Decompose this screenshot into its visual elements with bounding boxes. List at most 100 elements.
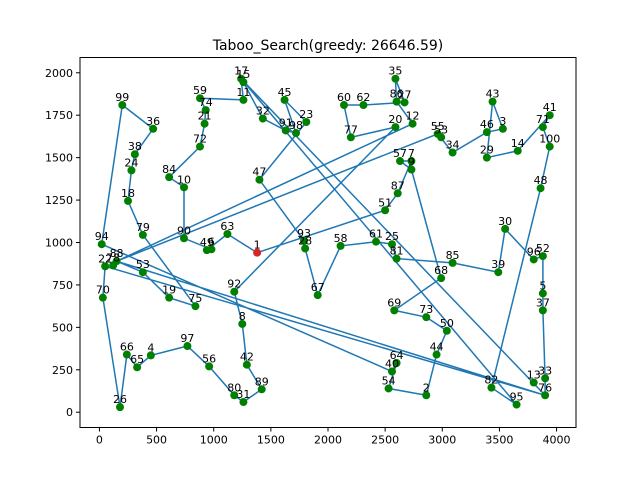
city-point [541,391,550,400]
city-label: 23 [299,108,313,121]
city-label: 5 [539,279,546,292]
city-point [538,123,547,132]
city-label: 37 [536,296,550,309]
city-label: 59 [193,84,207,97]
plot-frame [79,57,577,428]
city-label: 65 [130,353,144,366]
city-label: 85 [446,249,460,262]
city-label: 9 [408,156,415,169]
x-tick-label: 2000 [314,434,342,447]
city-label: 48 [534,174,548,187]
city-label: 22 [98,252,112,265]
city-label: 53 [434,123,448,136]
city-label: 3 [499,115,506,128]
city-point [448,148,457,157]
y-tick-label: 0 [66,406,73,419]
city-label: 10 [177,173,191,186]
city-label: 95 [510,391,524,404]
city-label: 67 [311,281,325,294]
city-point [512,400,521,409]
city-label: 32 [256,105,270,118]
x-tick-label: 1500 [257,434,285,447]
city-point [239,78,248,87]
city-label: 86 [390,88,404,101]
city-label: 14 [511,137,525,150]
x-tick-label: 1000 [200,434,228,447]
city-label: 77 [344,123,358,136]
city-label: 74 [199,96,213,109]
city-label: 87 [391,179,405,192]
city-label: 62 [356,91,370,104]
city-label: 40 [385,357,399,370]
city-point [124,196,132,205]
city-label: 12 [406,110,420,123]
city-label: 44 [430,341,444,354]
city-point [101,262,110,271]
city-point [165,293,174,302]
city-point [442,326,451,335]
city-point [205,362,214,371]
city-label: 88 [110,247,124,260]
city-label: 81 [390,245,404,258]
y-tick-label: 500 [52,321,73,334]
city-point [422,313,431,322]
city-point [388,240,396,249]
city-label: 34 [446,139,460,152]
city-point [538,252,547,261]
city-point [396,157,404,166]
city-point [183,342,192,351]
city-point [242,360,251,369]
city-point [191,302,200,311]
y-tick-label: 1500 [45,152,73,165]
city-point [239,95,248,104]
city-point [127,166,136,175]
city-point [201,106,210,115]
city-point [545,111,554,120]
city-label: 100 [539,133,560,146]
city-label: 24 [124,156,138,169]
city-point [98,293,107,302]
city-point [138,268,147,277]
route-layer [100,78,551,408]
city-point [448,258,457,267]
city-point [302,117,311,126]
city-label: 82 [484,374,498,387]
city-label: 66 [120,341,134,354]
city-label: 25 [385,230,399,243]
city-point [545,142,554,151]
city-point [384,384,393,393]
city-point [381,206,390,215]
city-point [392,97,401,106]
city-label: 6 [208,235,215,248]
city-label: 57 [393,147,407,160]
city-point [407,165,416,174]
city-point [359,101,368,110]
city-label: 30 [498,215,512,228]
city-label: 60 [337,91,351,104]
city-label: 98 [289,119,303,132]
y-tick-label: 750 [52,279,73,292]
city-label: 70 [96,284,110,297]
city-point [432,350,441,359]
city-point [437,274,446,283]
city-point [130,150,139,159]
city-point [207,245,216,254]
city-point [392,359,401,368]
city-label: 97 [180,332,194,345]
city-point [149,124,158,133]
city-label: 51 [378,196,392,209]
city-point [133,363,142,372]
chart-title: Taboo_Search(greedy: 26646.59) [212,38,444,54]
city-label: 8 [239,310,246,323]
city-label: 33 [538,364,552,377]
city-label: 35 [388,65,402,78]
city-point [487,383,496,392]
city-label: 68 [434,264,448,277]
city-point [372,237,380,246]
x-axis: 0 500 1000 1500 2000 2500 3000 3500 4000 [96,427,571,447]
city-label: 49 [200,236,214,249]
city-point [538,289,547,298]
city-point [407,157,416,166]
city-label: 47 [252,166,266,179]
